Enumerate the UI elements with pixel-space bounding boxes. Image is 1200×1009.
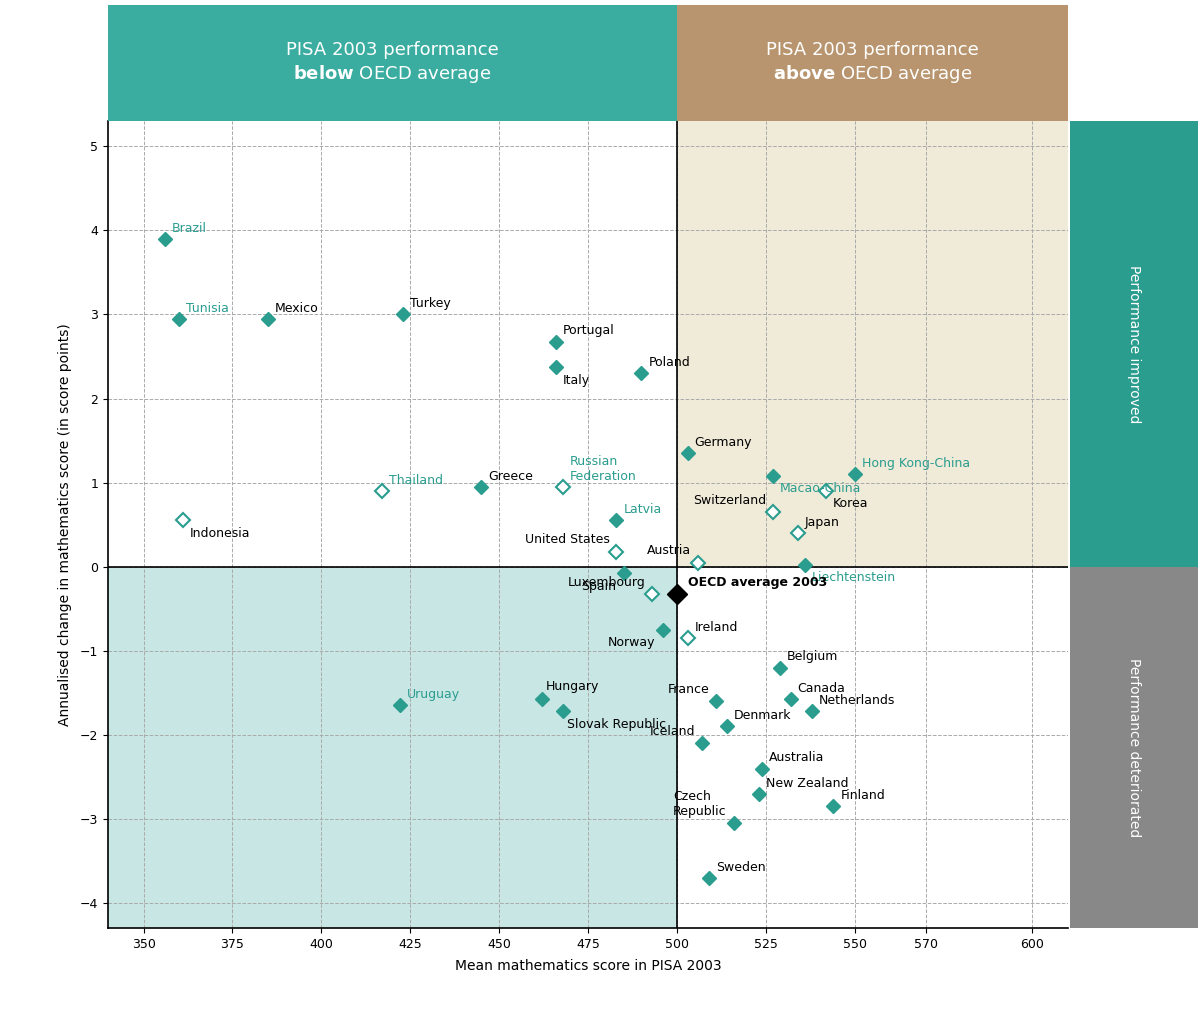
Text: Brazil: Brazil xyxy=(172,222,206,235)
Text: Japan: Japan xyxy=(805,516,840,529)
Text: Performance improved: Performance improved xyxy=(1127,264,1141,423)
Text: Spain: Spain xyxy=(582,580,617,593)
Text: Finland: Finland xyxy=(840,789,886,802)
X-axis label: Mean mathematics score in PISA 2003: Mean mathematics score in PISA 2003 xyxy=(455,960,721,974)
Text: Indonesia: Indonesia xyxy=(190,527,250,540)
Text: Austria: Austria xyxy=(647,544,691,557)
Text: Luxembourg: Luxembourg xyxy=(568,576,646,589)
Text: Thailand: Thailand xyxy=(389,474,443,487)
Text: Hungary: Hungary xyxy=(546,680,599,693)
Text: Uruguay: Uruguay xyxy=(407,688,460,701)
Text: Portugal: Portugal xyxy=(563,324,614,337)
Text: United States: United States xyxy=(524,533,610,546)
Text: Netherlands: Netherlands xyxy=(818,694,895,707)
Text: Poland: Poland xyxy=(648,356,690,369)
Text: Turkey: Turkey xyxy=(410,298,451,311)
Text: Australia: Australia xyxy=(769,752,824,765)
Y-axis label: Annualised change in mathematics score (in score points): Annualised change in mathematics score (… xyxy=(58,323,72,726)
Bar xyxy=(108,121,677,567)
Text: Mexico: Mexico xyxy=(275,302,319,315)
Text: Denmark: Denmark xyxy=(733,709,791,722)
Text: Canada: Canada xyxy=(798,681,846,694)
Text: Germany: Germany xyxy=(695,436,752,449)
Text: Tunisia: Tunisia xyxy=(186,302,229,315)
Text: Norway: Norway xyxy=(608,637,655,649)
Text: Switzerland: Switzerland xyxy=(692,493,766,507)
Bar xyxy=(677,567,1068,928)
Text: Hong Kong-China: Hong Kong-China xyxy=(862,457,970,470)
Text: France: France xyxy=(667,683,709,695)
Bar xyxy=(677,121,1068,567)
Text: Greece: Greece xyxy=(488,469,533,482)
Bar xyxy=(108,567,677,928)
Text: Ireland: Ireland xyxy=(695,621,738,634)
Text: Italy: Italy xyxy=(563,374,590,386)
Text: Performance deteriorated: Performance deteriorated xyxy=(1127,658,1141,837)
Text: Russian
Federation: Russian Federation xyxy=(570,455,637,482)
Text: Macao-China: Macao-China xyxy=(780,482,862,495)
Text: Sweden: Sweden xyxy=(716,861,766,874)
Text: Iceland: Iceland xyxy=(649,724,695,738)
Text: Belgium: Belgium xyxy=(787,651,839,664)
Text: Slovak Republic: Slovak Republic xyxy=(568,717,666,731)
Text: PISA 2003 performance
$\bf{above}$ OECD average: PISA 2003 performance $\bf{above}$ OECD … xyxy=(766,41,979,85)
Text: Czech
Republic: Czech Republic xyxy=(673,790,727,817)
Text: Liechtenstein: Liechtenstein xyxy=(812,571,896,584)
Text: New Zealand: New Zealand xyxy=(766,777,848,790)
Text: Latvia: Latvia xyxy=(623,503,661,517)
Text: PISA 2003 performance
$\bf{below}$ OECD average: PISA 2003 performance $\bf{below}$ OECD … xyxy=(286,41,499,85)
Text: OECD average 2003: OECD average 2003 xyxy=(688,576,827,589)
Text: Korea: Korea xyxy=(833,497,869,511)
